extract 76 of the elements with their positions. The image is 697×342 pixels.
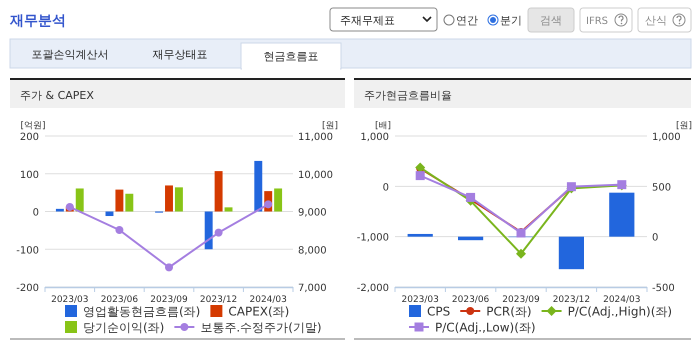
bar [125,194,134,212]
text: 현금흐름표 [264,50,318,63]
x-tick-label: 2023/09 [150,295,188,305]
x-tick-label: 2023/12 [200,295,238,305]
bar [408,234,433,237]
y2-tick-label: 1,000 [652,132,681,143]
y-tick-label: -100 [16,245,39,256]
y-axis-title: [억원] [20,121,46,131]
bar [458,236,484,240]
y2-tick-label: -500 [652,283,675,294]
chart-title: 주가현금흐름비율 [364,89,452,102]
y-tick-label: -200 [16,283,39,294]
bar [274,188,282,212]
y-tick-label: 100 [20,170,39,181]
legend-label: 영업활동현금흐름(좌) [83,304,200,318]
bar [558,236,584,270]
bar [254,160,262,212]
text: 재무상태표 [152,48,208,61]
x-tick-label: 2023/06 [452,295,490,305]
y-axis-title: [배] [374,121,392,131]
y2-tick-label: 8,000 [298,245,327,256]
point [264,200,272,208]
y2-tick-label: 7,000 [298,283,327,294]
legend-label: CPS [427,304,450,318]
point [516,248,526,259]
bar [214,171,223,212]
x-tick-label: 2023/03 [402,295,439,305]
chart-title: 주가 & CAPEX [20,89,94,102]
x-tick-label: 2023/09 [502,295,540,305]
point [165,263,173,272]
x-tick-label: 2024/03 [603,295,640,305]
bar [609,192,634,237]
point [466,192,476,202]
text: 검색 [540,14,562,27]
legend-label: PCR(좌) [486,304,532,318]
text: 산식 [645,14,667,27]
bar [56,208,64,212]
text: 재무분석 [9,13,66,29]
bar [224,207,232,212]
bar [165,185,173,212]
bar [174,187,183,212]
x-tick-label: 2023/12 [552,295,590,305]
y2-tick-label: 11,000 [298,132,333,143]
y-tick-label: 200 [20,132,39,143]
point [66,202,74,211]
bar [106,212,114,216]
legend-label: 당기순이익(좌) [83,320,164,334]
y-tick-label: 1,000 [360,132,389,143]
y2-tick-label: 9,000 [298,208,327,218]
text: 분기 [500,14,522,27]
text: 연간 [456,14,478,27]
bar [76,188,84,212]
y-tick-label: -2,000 [356,283,389,294]
y2-tick-label: 10,000 [298,170,333,181]
y-tick-label: -1,000 [356,232,389,244]
text: IFRS [586,16,608,27]
x-tick-label: 2023/03 [51,295,88,305]
bar [204,212,213,250]
legend-label: 보통주.수정주가(기말) [200,320,322,334]
bar [115,190,124,212]
x-tick-label: 2023/06 [100,295,138,305]
point [214,228,223,237]
text: 주재무제표 [340,14,395,27]
legend-label: P/C(Adj.,High)(좌) [568,304,672,318]
y2-axis-title: [원] [322,121,338,131]
y-tick-label: 0 [32,208,39,218]
x-tick-label: 2024/03 [250,295,287,305]
y2-tick-label: 0 [652,232,658,244]
point [115,226,124,234]
y2-tick-label: 500 [652,182,672,194]
y2-axis-title: [원] [676,121,692,131]
text: 포괄손익계산서 [32,48,108,61]
y-tick-label: 0 [382,182,389,194]
point [416,171,425,180]
legend-label: P/C(Adj.,Low)(좌) [435,320,536,334]
legend-label: CAPEX(좌) [228,304,290,318]
